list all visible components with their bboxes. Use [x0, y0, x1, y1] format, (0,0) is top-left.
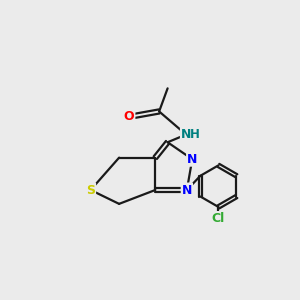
Text: Cl: Cl	[212, 212, 225, 225]
Text: H: H	[190, 128, 200, 141]
Text: N: N	[182, 184, 192, 196]
Text: N: N	[187, 153, 197, 166]
Text: N: N	[181, 128, 191, 141]
Text: S: S	[86, 184, 95, 196]
Text: O: O	[124, 110, 134, 123]
